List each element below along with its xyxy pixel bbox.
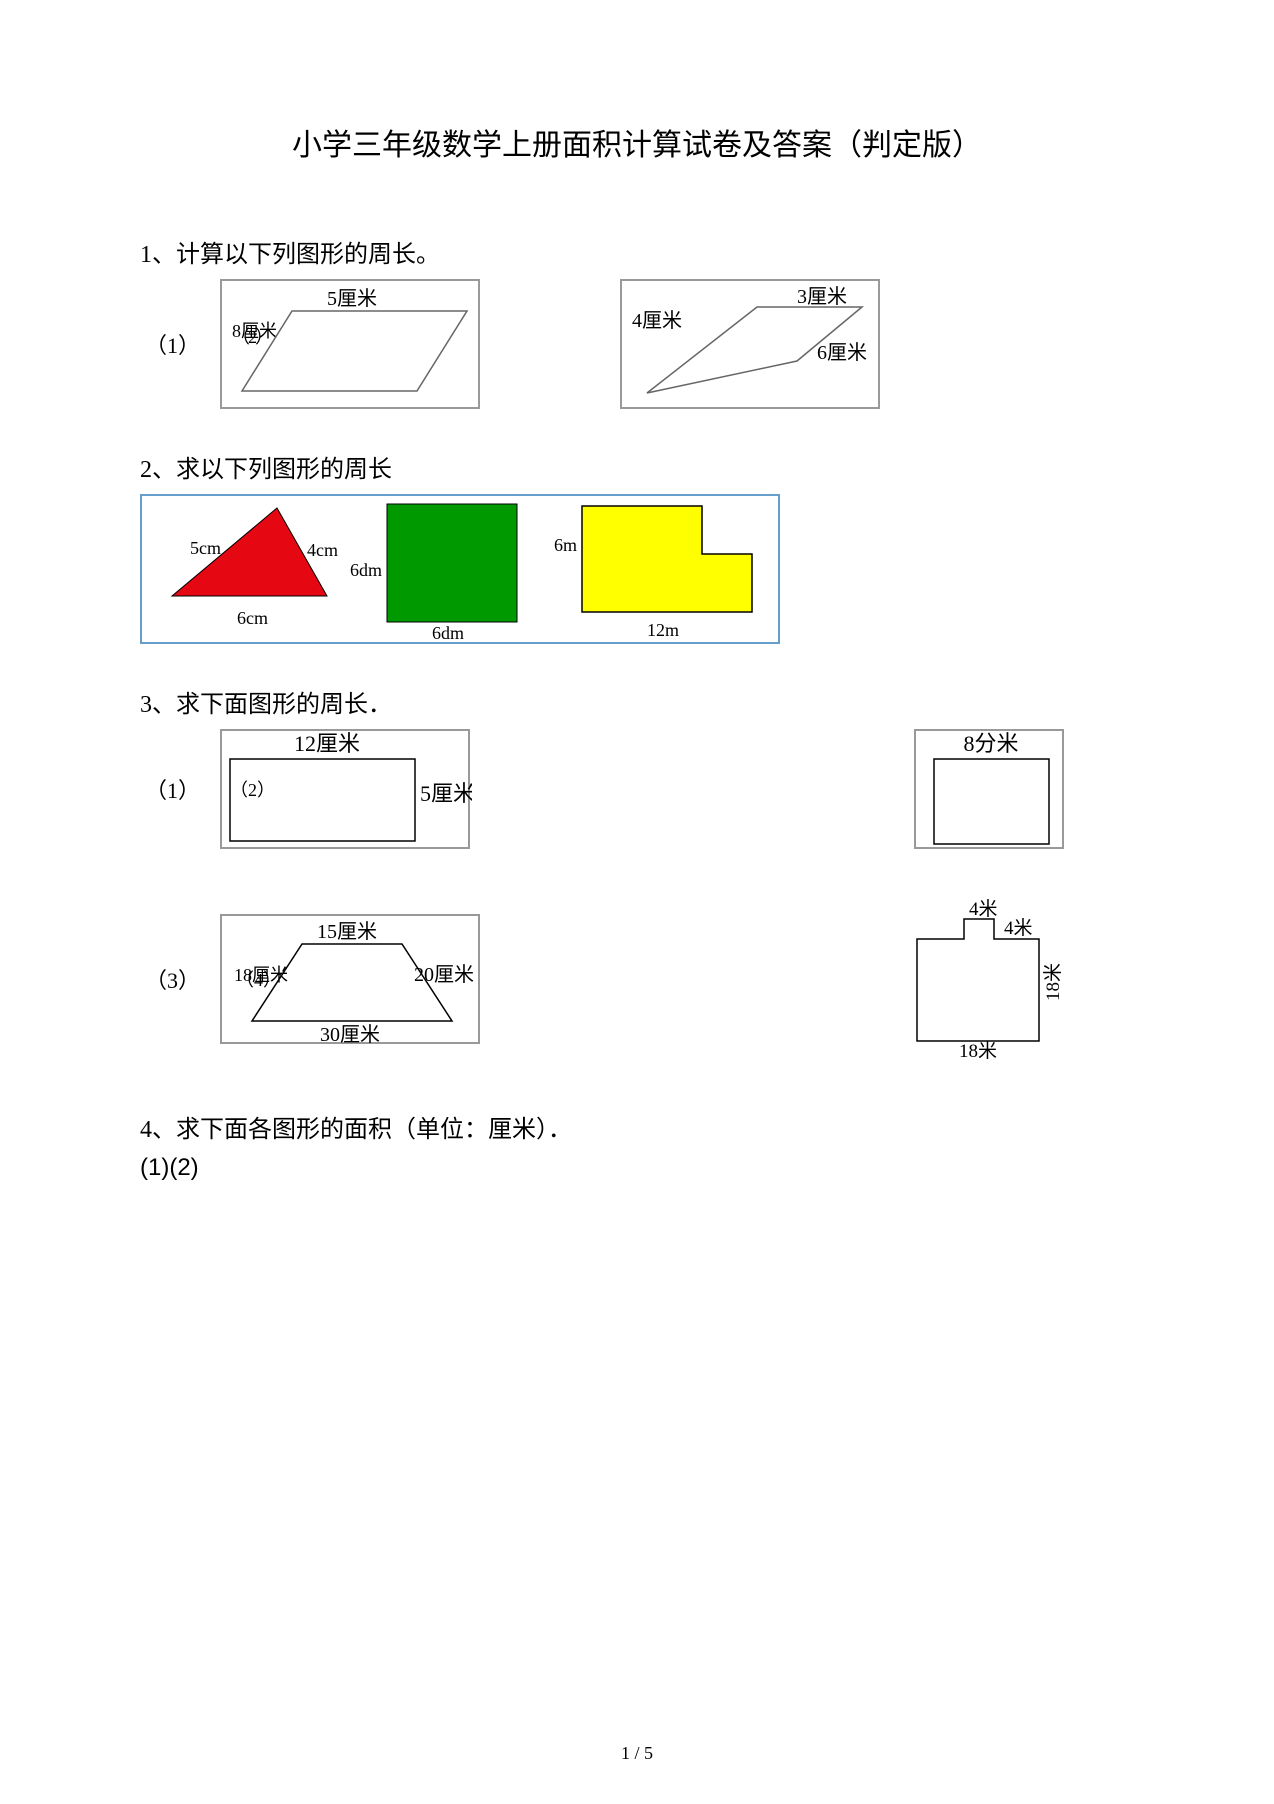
q2-tri-left: 5cm xyxy=(190,538,221,558)
q3-fig3-bottom: 30厘米 xyxy=(320,1023,380,1046)
q3-rect-svg: 12厘米 5厘米 xyxy=(222,731,472,851)
q3-row1: （1） （2） 12厘米 5厘米 8分米 xyxy=(140,729,1134,849)
q1-triangle-svg: 3厘米 4厘米 6厘米 xyxy=(622,281,882,411)
q3-fig2-box: 8分米 xyxy=(914,729,1064,849)
q3-fig4-box: 4米 4米 18米 18米 xyxy=(909,899,1074,1059)
q2-svg: 5cm 4cm 6cm 6dm 6dm 6m 12m xyxy=(142,496,782,646)
q2-l-left: 6m xyxy=(554,535,577,555)
q3-fig1-right: 5厘米 xyxy=(420,781,472,806)
q3-fig2-top: 8分米 xyxy=(963,731,1018,756)
q3-rect xyxy=(230,759,415,841)
q2-square xyxy=(387,504,517,622)
q1-fig2-bottom: 6厘米 xyxy=(817,341,867,364)
q3-fig4-bottom: 18米 xyxy=(959,1040,997,1059)
q3-square xyxy=(934,759,1049,844)
q3-fig4-top2: 4米 xyxy=(1004,917,1033,939)
q3-row2: （3） （4） 15厘米 18厘米 20厘米 30厘米 4米 4米 18米 18… xyxy=(140,899,1134,1059)
q3-fig3-left: 18厘米 xyxy=(234,965,288,985)
q4-prompt: 4、求下面各图形的面积（单位：厘米）． xyxy=(140,1109,1134,1144)
q2-tri-right: 4cm xyxy=(307,540,338,560)
q1-fig2-top: 3厘米 xyxy=(797,285,847,308)
q1-fig2-left: 4厘米 xyxy=(632,309,682,332)
q1-fig1-left: 8厘米 xyxy=(232,321,277,341)
q3-sub1-label: （1） xyxy=(140,773,200,805)
q3-trapezoid-svg: 15厘米 18厘米 20厘米 30厘米 xyxy=(222,916,482,1046)
q2-sq-right: 6dm xyxy=(350,560,382,580)
q3-fig4-top1: 4米 xyxy=(969,899,998,920)
q2-l-bottom: 12m xyxy=(647,620,679,640)
q4-subs: (1)(2) xyxy=(140,1154,1134,1182)
q2-prompt: 2、求以下列图形的周长 xyxy=(140,449,1134,484)
q1-figures: （1） （2） 5厘米 8厘米 3厘米 4厘米 6厘米 xyxy=(140,279,1134,409)
q1-sub1-label: （1） xyxy=(140,328,200,360)
q3-notch-svg: 4米 4米 18米 18米 xyxy=(909,899,1074,1059)
q1-fig2-box: 3厘米 4厘米 6厘米 xyxy=(620,279,880,409)
q3-fig1-top: 12厘米 xyxy=(294,731,360,756)
q3-square-svg: 8分米 xyxy=(916,731,1066,851)
q3-fig3-top: 15厘米 xyxy=(317,920,377,943)
q3-fig4-right: 18米 xyxy=(1042,963,1064,1001)
q2-figure-box: 5cm 4cm 6cm 6dm 6dm 6m 12m xyxy=(140,494,780,644)
page-number: 1 / 5 xyxy=(0,1743,1274,1764)
document-title: 小学三年级数学上册面积计算试卷及答案（判定版） xyxy=(140,120,1134,164)
q3-fig3-right: 20厘米 xyxy=(414,963,474,986)
q3-fig1-box: （2） 12厘米 5厘米 xyxy=(220,729,470,849)
q2-sq-bottom: 6dm xyxy=(432,623,464,643)
q1-fig1-box: （2） 5厘米 8厘米 xyxy=(220,279,480,409)
q3-fig3-box: （4） 15厘米 18厘米 20厘米 30厘米 xyxy=(220,914,480,1044)
q2-lshape xyxy=(582,506,752,612)
document-page: 小学三年级数学上册面积计算试卷及答案（判定版） 1、计算以下列图形的周长。 （1… xyxy=(0,0,1274,1804)
q1-fig1-top: 5厘米 xyxy=(327,287,377,310)
q1-parallelogram-svg: 5厘米 8厘米 xyxy=(222,281,482,411)
q3-sub3-label: （3） xyxy=(140,963,200,995)
q2-tri-bottom: 6cm xyxy=(237,608,268,628)
q1-prompt: 1、计算以下列图形的周长。 xyxy=(140,234,1134,269)
q3-prompt: 3、求下面图形的周长． xyxy=(140,684,1134,719)
